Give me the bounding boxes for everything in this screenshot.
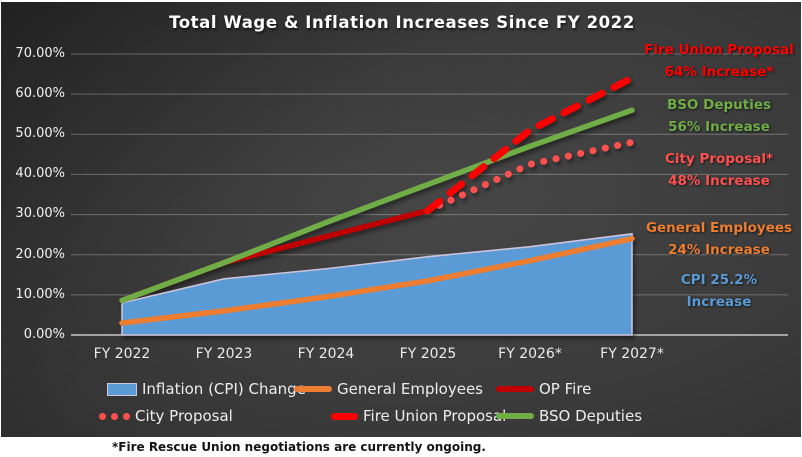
op-fire-line-icon [496,386,534,392]
y-tick-50: 50.00% [15,126,65,141]
legend-item-op-fire: OP Fire [496,379,591,399]
y-tick-10: 10.00% [15,287,65,302]
fire-union-dash-icon [331,412,358,420]
annotation-ge-line1: General Employees [645,220,793,236]
legend-label-fire-union: Fire Union Proposal [363,407,507,425]
annotation-fire-union: Fire Union Proposal 64% Increase* [639,39,799,83]
city-proposal-dots-icon [99,412,130,420]
legend-item-inflation-cpi: Inflation (CPI) Change [107,379,306,399]
annotation-cpi-line1: CPI 25.2% [680,272,758,288]
y-tick-20: 20.00% [15,247,65,262]
annotation-fire-union-line2: 64% Increase* [664,64,774,80]
legend-label-inflation-cpi: Inflation (CPI) Change [142,380,306,398]
annotation-bso-line1: BSO Deputies [666,97,772,113]
legend-label-op-fire: OP Fire [539,380,592,398]
y-tick-0: 0.00% [23,327,65,342]
x-tick-fy2022: FY 2022 [93,346,151,362]
general-employees-line-icon [294,386,332,392]
annotation-fire-union-line1: Fire Union Proposal [644,42,794,58]
annotation-city-line1: City Proposal* [664,151,774,167]
annotation-city-line2: 48% Increase [668,173,770,189]
x-tick-fy2026: FY 2026* [498,346,562,362]
footnote-text: *Fire Rescue Union negotiations are curr… [112,440,486,454]
annotation-ge-line2: 24% Increase [668,242,770,258]
chart-title: Total Wage & Inflation Increases Since F… [169,13,635,32]
legend-item-general-employees: General Employees [294,379,483,399]
legend-item-bso-deputies: BSO Deputies [496,406,642,426]
y-tick-60: 60.00% [15,86,65,101]
chart-background: Total Wage & Inflation Increases Since F… [1,2,801,437]
y-tick-30: 30.00% [15,206,65,221]
annotation-general-employees: General Employees 24% Increase [639,217,799,261]
legend-label-bso-deputies: BSO Deputies [539,407,643,425]
annotation-city-proposal: City Proposal* 48% Increase [639,148,799,192]
annotation-cpi: CPI 25.2% Increase [639,269,799,313]
annotation-cpi-line2: Increase [686,294,752,310]
bso-deputies-line-icon [496,413,534,419]
footnote-strip: *Fire Rescue Union negotiations are curr… [0,437,802,457]
legend-label-city-proposal: City Proposal [135,407,233,425]
legend-label-general-employees: General Employees [337,380,483,398]
annotation-bso-line2: 56% Increase [668,119,770,135]
wage-inflation-chart-plot [71,53,788,336]
y-tick-40: 40.00% [15,166,65,181]
y-tick-70: 70.00% [15,46,65,61]
cpi-area-swatch-icon [107,382,137,396]
annotation-bso-deputies: BSO Deputies 56% Increase [639,94,799,138]
legend-item-city-proposal: City Proposal [99,406,233,426]
x-tick-fy2024: FY 2024 [297,346,355,362]
legend-item-fire-union: Fire Union Proposal [331,406,506,426]
x-tick-fy2025: FY 2025 [399,346,457,362]
x-tick-fy2027: FY 2027* [600,346,664,362]
x-tick-fy2023: FY 2023 [195,346,253,362]
